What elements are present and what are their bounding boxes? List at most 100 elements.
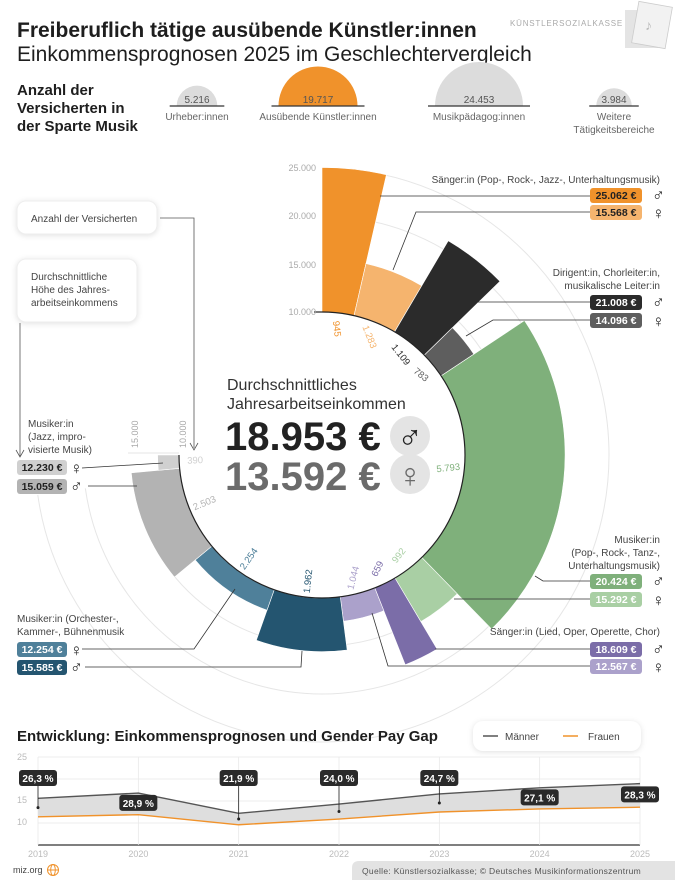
- line-chart-legend: Männer Frauen: [473, 721, 641, 751]
- line-chart-y-ticks: 25 15 10: [17, 752, 27, 827]
- count-label: 2.254: [238, 546, 261, 572]
- radial-gridline: [37, 167, 610, 743]
- insured-semicircle: [435, 62, 523, 106]
- gap-label: 27,1 %: [520, 789, 559, 806]
- radial-bars: [130, 167, 566, 666]
- insured-label: Urheber:innen: [165, 112, 228, 123]
- count-label: 659: [370, 559, 387, 578]
- svg-text:Sänger:in (Lied, Oper, Operett: Sänger:in (Lied, Oper, Operette, Chor): [490, 627, 660, 638]
- svg-text:15.000: 15.000: [288, 260, 316, 270]
- svg-text:♂: ♂: [70, 658, 83, 677]
- svg-text:Frauen: Frauen: [588, 732, 620, 743]
- svg-text:Männer: Männer: [505, 732, 540, 743]
- annotation-musiker-pop: Musiker:in (Pop-, Rock-, Tanz-, Unterhal…: [568, 535, 664, 610]
- svg-text:♂: ♂: [652, 572, 665, 591]
- count-label: 992: [390, 546, 408, 565]
- female-icon: ♀: [397, 457, 423, 495]
- svg-text:12.230 €: 12.230 €: [22, 462, 63, 474]
- svg-text:♀: ♀: [652, 204, 665, 223]
- svg-text:Durchschnittliche: Durchschnittliche: [31, 272, 108, 283]
- svg-text:28,3 %: 28,3 %: [624, 790, 655, 801]
- globe-icon: [47, 864, 59, 876]
- gap-label: 24,0 %: [320, 770, 358, 814]
- count-label: 5.793: [436, 462, 461, 475]
- svg-text:♀: ♀: [652, 312, 665, 331]
- insured-semicircle: [278, 66, 358, 106]
- count-label: 945: [330, 320, 343, 337]
- svg-text:10.000: 10.000: [178, 420, 188, 448]
- svg-text:Höhe des Jahres-: Höhe des Jahres-: [31, 285, 110, 296]
- svg-text:Kammer-, Bühnenmusik: Kammer-, Bühnenmusik: [17, 627, 125, 638]
- svg-text:15.000: 15.000: [130, 420, 140, 448]
- svg-text:21,9 %: 21,9 %: [223, 774, 254, 785]
- svg-text:♂: ♂: [70, 477, 83, 496]
- footer-site-link[interactable]: miz.org: [13, 865, 43, 875]
- svg-text:♀: ♀: [652, 658, 665, 677]
- insured-value: 19.717: [303, 95, 334, 106]
- svg-text:25: 25: [17, 752, 27, 762]
- svg-text:der Sparte Musik: der Sparte Musik: [17, 118, 139, 135]
- svg-text:Musiker:in (Orchester-,: Musiker:in (Orchester-,: [17, 614, 119, 625]
- gap-label: 24,7 %: [420, 770, 459, 805]
- count-label: 1.044: [346, 565, 363, 591]
- svg-text:12.567 €: 12.567 €: [596, 661, 637, 673]
- legend-box-count: Anzahl der Versicherten: [16, 200, 158, 235]
- page-subtitle: Einkommensprognosen 2025 im Geschlechter…: [17, 43, 532, 66]
- logo-text: KÜNSTLERSOZIALKASSE: [510, 19, 623, 28]
- svg-text:20.000: 20.000: [288, 211, 316, 221]
- svg-text:visierte Musik): visierte Musik): [28, 445, 92, 456]
- gap-labels: 26,3 % 28,9 % 21,9 % 24,0 % 24,7 % 27,1 % 28,3…: [19, 770, 659, 821]
- x-tick-label: 2024: [530, 849, 550, 859]
- insured-group: 19.717 Ausübende Künstler:innen: [259, 66, 377, 123]
- insured-label: Ausübende Künstler:innen: [259, 112, 376, 123]
- svg-text:24,7 %: 24,7 %: [424, 774, 455, 785]
- svg-text:27,1 %: 27,1 %: [524, 793, 555, 804]
- legend-arrows: [15, 217, 199, 458]
- x-tick-label: 2021: [229, 849, 249, 859]
- insured-group: 24.453 Musikpädagog:innen: [428, 62, 530, 123]
- svg-text:15.568 €: 15.568 €: [596, 207, 637, 219]
- bar-female: [194, 545, 275, 611]
- annotation-dirigent: Dirigent:in, Chorleiter:in, musikalische…: [553, 268, 665, 331]
- insured-value: 5.216: [184, 95, 209, 106]
- count-label: 2.503: [192, 494, 218, 513]
- svg-text:25.000: 25.000: [288, 163, 316, 173]
- insured-label: Weitere: [597, 112, 632, 123]
- insured-value: 24.453: [464, 95, 495, 106]
- svg-text:20.424 €: 20.424 €: [596, 576, 637, 588]
- gap-label: 28,3 %: [621, 786, 659, 803]
- svg-text:15: 15: [17, 795, 27, 805]
- gap-label: 26,3 %: [19, 770, 57, 810]
- svg-text:♪: ♪: [645, 17, 652, 33]
- source-bar: [352, 861, 675, 880]
- annotation-saenger-klassik: Sänger:in (Lied, Oper, Operette, Chor) 1…: [490, 627, 665, 677]
- svg-text:♀: ♀: [652, 591, 665, 610]
- svg-text:14.096 €: 14.096 €: [596, 315, 637, 327]
- svg-text:18.609 €: 18.609 €: [596, 644, 637, 656]
- svg-text:26,3 %: 26,3 %: [22, 774, 53, 785]
- svg-text:Dirigent:in, Chorleiter:in,: Dirigent:in, Chorleiter:in,: [553, 268, 660, 279]
- svg-text:Anzahl der Versicherten: Anzahl der Versicherten: [31, 214, 137, 225]
- svg-text:12.254 €: 12.254 €: [22, 644, 63, 656]
- x-tick-label: 2023: [429, 849, 449, 859]
- x-tick-label: 2025: [630, 849, 650, 859]
- annotation-saenger-pop: Sänger:in (Pop-, Rock-, Jazz-, Unterhalt…: [432, 175, 665, 223]
- svg-text:Versicherten in: Versicherten in: [17, 100, 125, 117]
- page-title: Freiberuflich tätige ausübende Künstler:…: [17, 19, 477, 42]
- legend-box-income: Durchschnittliche Höhe des Jahres- arbei…: [16, 258, 138, 323]
- document-icon: ♪: [625, 0, 673, 50]
- svg-text:15.292 €: 15.292 €: [596, 594, 637, 606]
- x-tick-label: 2019: [28, 849, 48, 859]
- series-line-frauen: [37, 806, 641, 826]
- male-icon: ♂: [397, 419, 423, 457]
- average-male-income: 18.953 €: [225, 415, 381, 459]
- line-chart-title: Entwicklung: Einkommensprognosen und Gen…: [17, 728, 438, 745]
- svg-text:28,9 %: 28,9 %: [123, 799, 154, 810]
- insured-label: Tätigkeitsbereiche: [573, 125, 655, 136]
- insured-groups: 5.216 Urheber:innen 19.717 Ausübende Künstl…: [165, 62, 655, 136]
- svg-text:Jahresarbeitseinkommen: Jahresarbeitseinkommen: [227, 396, 406, 413]
- center-summary: Durchschnittliches Jahresarbeitseinkomme…: [225, 377, 430, 499]
- insured-group: 3.984 Weitere Tätigkeitsbereiche: [573, 88, 655, 136]
- line-chart-x-ticks: 2019 2020 2021 2022 2023 2024 2025: [28, 849, 650, 859]
